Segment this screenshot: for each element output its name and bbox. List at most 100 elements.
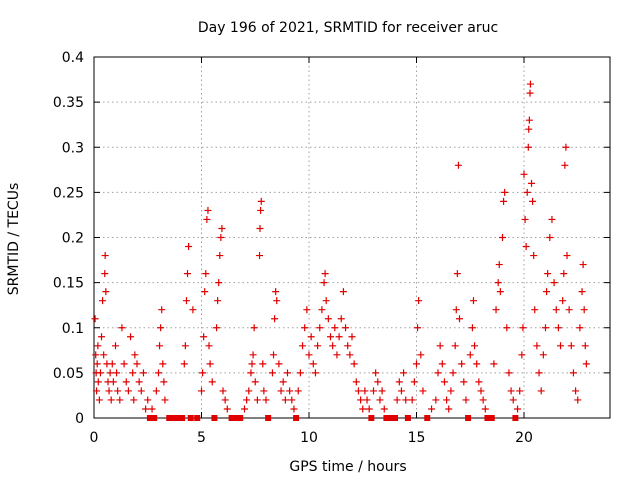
data-point xyxy=(465,415,472,421)
y-axis-title: SRMTID / TECUs xyxy=(6,183,22,296)
data-point xyxy=(413,360,420,368)
data-point xyxy=(544,270,552,278)
data-point xyxy=(194,415,201,421)
data-point xyxy=(466,351,474,359)
data-point xyxy=(166,415,173,421)
data-point xyxy=(552,306,560,314)
data-point xyxy=(445,405,453,413)
data-point xyxy=(93,387,101,395)
data-point xyxy=(370,387,377,395)
data-point xyxy=(449,369,457,377)
data-point xyxy=(316,324,324,332)
data-point xyxy=(569,369,577,377)
data-point xyxy=(537,387,545,395)
data-point xyxy=(372,369,380,377)
data-point xyxy=(415,297,423,305)
data-point xyxy=(475,378,483,386)
data-point xyxy=(148,405,156,413)
data-point xyxy=(118,324,126,332)
data-point xyxy=(202,270,210,278)
data-point xyxy=(124,387,132,395)
data-point xyxy=(477,387,485,395)
data-point xyxy=(113,369,121,377)
data-point xyxy=(217,234,225,241)
data-point xyxy=(524,143,532,151)
data-point xyxy=(199,369,207,377)
data-point xyxy=(402,396,410,404)
data-point xyxy=(397,387,405,395)
data-point xyxy=(548,215,556,223)
data-point xyxy=(383,415,390,421)
data-point xyxy=(296,369,304,377)
data-point xyxy=(579,261,587,269)
data-point xyxy=(529,197,537,205)
data-point xyxy=(329,342,337,350)
data-point xyxy=(155,369,162,377)
data-point xyxy=(419,387,427,395)
data-point xyxy=(257,197,265,205)
data-point xyxy=(519,324,527,332)
y-tick-label: 0.2 xyxy=(62,231,84,247)
data-point xyxy=(96,369,104,377)
y-tick-label: 0.05 xyxy=(53,366,84,382)
data-point xyxy=(321,270,329,278)
data-point xyxy=(250,324,258,332)
data-point xyxy=(557,342,565,350)
data-point xyxy=(531,306,539,314)
data-point xyxy=(542,324,549,332)
data-point xyxy=(130,396,138,404)
data-point xyxy=(204,206,212,214)
data-point xyxy=(447,387,455,395)
data-point xyxy=(507,387,515,395)
data-point xyxy=(219,387,227,395)
data-point xyxy=(290,405,298,413)
x-tick-label: 10 xyxy=(300,430,318,446)
y-tick-label: 0.4 xyxy=(62,50,84,66)
data-point xyxy=(554,324,562,332)
data-point xyxy=(151,415,158,421)
data-point xyxy=(395,378,403,386)
data-point xyxy=(434,369,442,377)
data-point xyxy=(509,396,517,404)
data-point xyxy=(581,342,589,350)
data-point xyxy=(346,351,354,359)
data-point xyxy=(106,369,114,377)
x-tick-label: 5 xyxy=(197,430,206,446)
data-point xyxy=(458,360,466,368)
data-point xyxy=(368,415,375,421)
data-point xyxy=(473,360,481,368)
data-point xyxy=(131,351,139,359)
data-point xyxy=(499,234,506,241)
data-point xyxy=(144,396,152,404)
data-point xyxy=(565,306,573,314)
data-point xyxy=(95,396,103,404)
data-point xyxy=(102,288,110,296)
data-point xyxy=(440,378,448,386)
data-point xyxy=(335,333,343,341)
data-point xyxy=(159,360,167,368)
data-point xyxy=(572,387,580,395)
data-point xyxy=(92,351,100,359)
data-point xyxy=(436,342,444,350)
y-tick-label: 0.3 xyxy=(62,140,84,156)
data-point xyxy=(214,297,222,305)
data-point xyxy=(249,351,257,359)
data-point xyxy=(469,297,477,305)
data-point xyxy=(198,387,205,395)
data-point xyxy=(582,360,590,368)
data-point xyxy=(408,396,416,404)
data-point xyxy=(322,297,330,305)
data-point xyxy=(337,315,345,323)
data-point xyxy=(314,342,322,350)
data-point xyxy=(112,342,119,350)
data-point xyxy=(268,369,276,377)
data-point xyxy=(182,297,190,305)
data-point xyxy=(503,324,511,332)
data-point xyxy=(488,415,495,421)
data-point xyxy=(215,279,223,287)
data-point xyxy=(156,342,164,350)
data-point xyxy=(505,369,513,377)
plot-frame xyxy=(93,56,611,419)
data-point xyxy=(438,360,446,368)
data-point xyxy=(331,324,339,332)
